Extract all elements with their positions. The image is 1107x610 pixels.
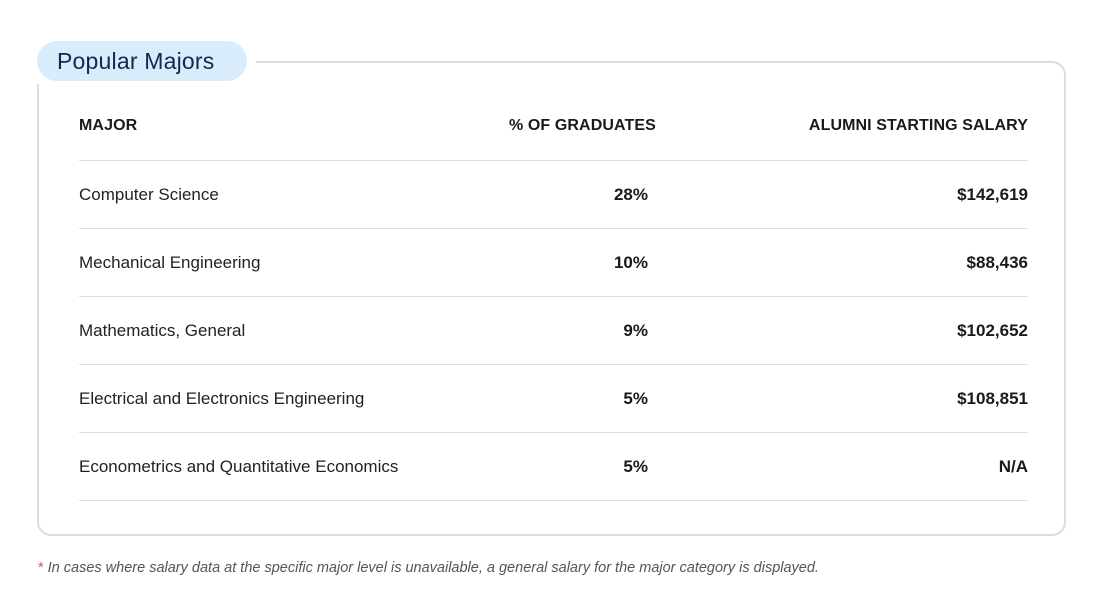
table-header-row: MAJOR % OF GRADUATES ALUMNI STARTING SAL… — [79, 91, 1028, 161]
major-name: Electrical and Electronics Engineering — [79, 388, 365, 408]
starting-salary: $108,851 — [957, 388, 1028, 408]
starting-salary: $88,436 — [966, 252, 1028, 272]
percent-of-graduates: 9% — [623, 320, 648, 340]
table-row: Mathematics, General 9% $102,652 — [79, 297, 1028, 365]
starting-salary: $102,652 — [957, 320, 1028, 340]
percent-of-graduates: 5% — [623, 388, 648, 408]
table-row: Electrical and Electronics Engineering 5… — [79, 365, 1028, 433]
major-name: Econometrics and Quantitative Economics — [79, 456, 399, 476]
starting-salary: $142,619 — [957, 184, 1028, 204]
table-row: Mechanical Engineering 10% $88,436 — [79, 229, 1028, 297]
major-name: Mechanical Engineering — [79, 252, 261, 272]
header-major: MAJOR — [79, 116, 138, 134]
table-row: Computer Science 28% $142,619 — [79, 161, 1028, 229]
header-percent-of-graduates: % OF GRADUATES — [509, 116, 656, 134]
salary-footnote: * In cases where salary data at the speci… — [38, 560, 819, 576]
header-starting-salary: ALUMNI STARTING SALARY — [808, 116, 1028, 134]
table-row: Econometrics and Quantitative Economics … — [79, 433, 1028, 501]
percent-of-graduates: 28% — [613, 184, 648, 204]
majors-table: MAJOR % OF GRADUATES ALUMNI STARTING SAL… — [79, 91, 1028, 501]
footnote-text: In cases where salary data at the specif… — [47, 560, 819, 576]
percent-of-graduates: 10% — [613, 252, 648, 272]
starting-salary: N/A — [998, 456, 1028, 476]
footnote-asterisk: * — [38, 560, 44, 576]
popular-majors-card — [37, 61, 1066, 536]
percent-of-graduates: 5% — [623, 456, 648, 476]
major-name: Computer Science — [79, 184, 219, 204]
section-title: Popular Majors — [37, 41, 247, 81]
major-name: Mathematics, General — [79, 320, 246, 340]
